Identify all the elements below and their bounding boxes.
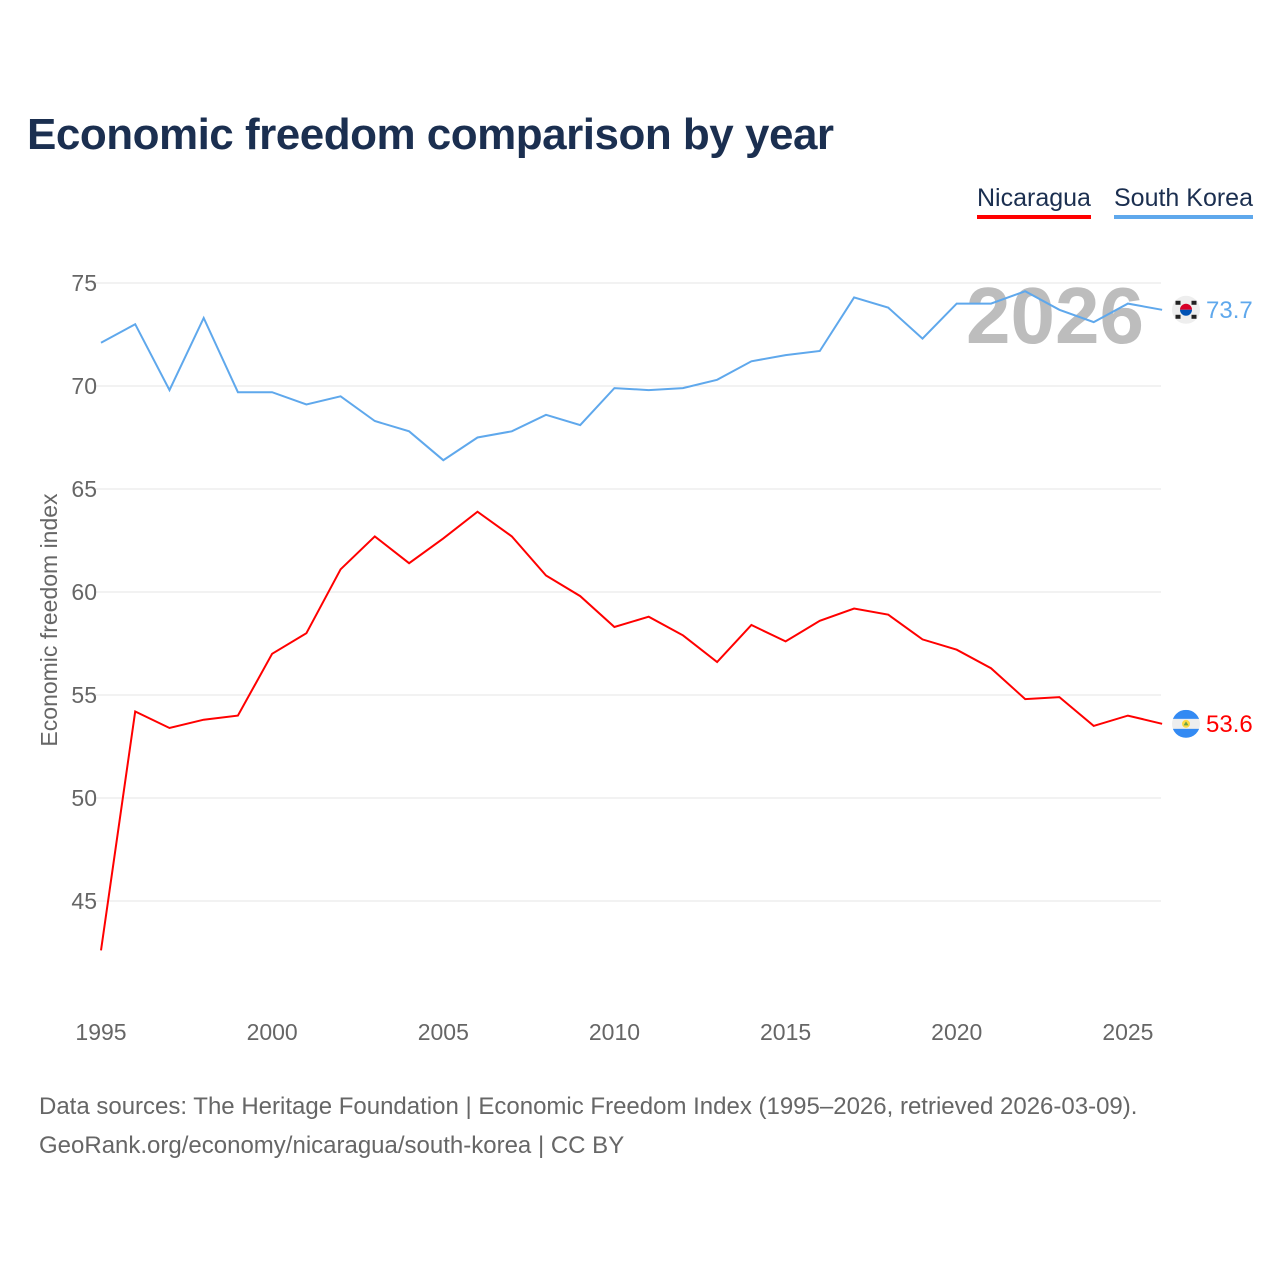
series-line-south-korea	[100, 290, 1163, 462]
end-value-label: 53.6	[1206, 711, 1253, 738]
y-axis-label: Economic freedom index	[36, 493, 62, 747]
y-tick-label: 75	[71, 270, 97, 296]
south-korea-flag-icon	[1172, 295, 1200, 324]
y-tick-label: 45	[71, 888, 97, 914]
legend-nicaragua[interactable]: Nicaragua	[977, 184, 1091, 219]
end-value-label: 73.7	[1206, 297, 1253, 324]
data-sources: Data sources: The Heritage Foundation | …	[39, 1093, 1138, 1120]
y-tick-label: 70	[71, 373, 97, 399]
nicaragua-flag-icon	[1172, 709, 1200, 738]
x-tick-label: 2015	[760, 1019, 811, 1045]
source-link[interactable]: GeoRank.org/economy/nicaragua/south-kore…	[39, 1132, 625, 1159]
y-tick-label: 65	[71, 476, 97, 502]
y-tick-label: 55	[71, 682, 97, 708]
x-tick-label: 2010	[589, 1019, 640, 1045]
y-tick-label: 50	[71, 785, 97, 811]
footer: Data sources: The Heritage Foundation | …	[39, 1087, 1137, 1165]
legend-south-korea[interactable]: South Korea	[1114, 184, 1253, 219]
x-tick-label: 2000	[247, 1019, 298, 1045]
x-tick-label: 2020	[931, 1019, 982, 1045]
line-chart: 45 50 55 60 65 70 75 1995 2000 2005 2010 2015 2020 20…	[36, 270, 1253, 1045]
x-tick-label: 2025	[1102, 1019, 1153, 1045]
y-tick-label: 60	[71, 579, 97, 605]
x-tick-label: 1995	[75, 1019, 126, 1045]
chart-title: Economic freedom comparison by year	[27, 110, 834, 159]
year-watermark: 2026	[966, 271, 1144, 360]
series-line-nicaragua	[100, 510, 1163, 951]
x-tick-label: 2005	[418, 1019, 469, 1045]
